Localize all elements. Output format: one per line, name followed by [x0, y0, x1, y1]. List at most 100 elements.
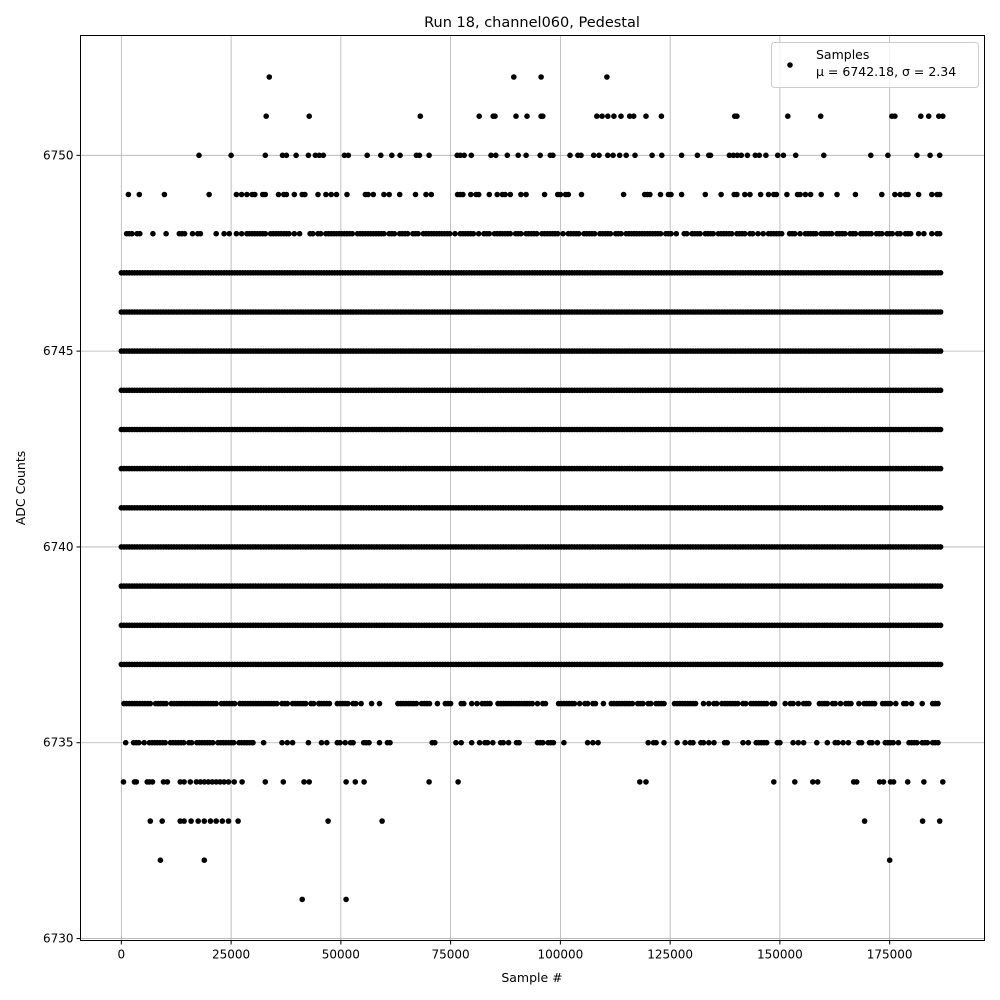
data-point: [643, 779, 649, 785]
data-point: [567, 152, 573, 159]
data-point: [797, 230, 803, 237]
data-point: [560, 230, 566, 237]
data-point: [706, 700, 712, 707]
data-point: [196, 152, 202, 159]
data-point: [710, 230, 716, 237]
data-point: [201, 857, 208, 863]
data-point: [925, 113, 932, 119]
data-point: [742, 230, 748, 237]
data-point: [164, 779, 171, 785]
data-point: [404, 230, 411, 237]
data-point: [125, 191, 132, 198]
data-point: [897, 191, 903, 198]
data-point: [648, 700, 654, 707]
data-point: [937, 309, 944, 315]
data-point: [795, 739, 802, 746]
data-point: [937, 583, 944, 589]
data-point: [342, 739, 349, 746]
data-point: [312, 152, 319, 159]
data-point: [871, 700, 878, 707]
data-point: [778, 230, 785, 237]
data-point: [397, 152, 403, 159]
data-point: [279, 152, 286, 159]
data-point: [876, 779, 883, 785]
data-point: [765, 191, 772, 198]
data-point: [486, 191, 493, 198]
data-point: [231, 779, 237, 785]
data-point: [734, 191, 740, 198]
data-point: [457, 152, 464, 159]
data-point: [225, 818, 232, 824]
data-point: [361, 779, 367, 785]
data-point: [504, 152, 511, 159]
data-point: [806, 700, 812, 707]
data-point: [299, 896, 306, 903]
data-point: [434, 700, 441, 707]
data-point: [918, 113, 924, 119]
data-point: [763, 700, 770, 707]
data-point: [122, 739, 129, 746]
data-point: [937, 348, 944, 354]
x-tick-label: 50000: [322, 948, 360, 962]
data-point: [610, 152, 616, 159]
data-point: [937, 270, 944, 276]
data-point: [260, 739, 267, 746]
data-point: [738, 152, 745, 159]
data-point: [936, 818, 943, 824]
data-point: [879, 191, 885, 198]
data-point: [266, 74, 273, 80]
data-point: [317, 230, 324, 237]
data-point: [576, 700, 583, 707]
data-point: [605, 152, 611, 159]
data-point: [745, 739, 752, 746]
data-point: [306, 779, 313, 785]
data-point: [571, 700, 578, 707]
data-point: [286, 230, 292, 237]
data-point: [936, 113, 942, 119]
data-point: [637, 779, 643, 785]
data-point: [513, 113, 519, 119]
data-point: [505, 739, 512, 746]
data-point: [353, 700, 359, 707]
data-point: [540, 113, 546, 119]
data-point: [734, 152, 741, 159]
data-point: [379, 818, 385, 824]
data-point: [657, 230, 664, 237]
data-point: [391, 230, 398, 237]
data-point: [468, 152, 475, 159]
data-point: [291, 191, 298, 198]
data-point: [763, 739, 770, 746]
data-point: [343, 779, 349, 785]
data-point: [318, 739, 325, 746]
data-point: [807, 191, 814, 198]
data-point: [500, 739, 507, 746]
data-point: [661, 739, 667, 746]
data-point: [180, 739, 187, 746]
data-point: [262, 152, 269, 159]
data-point: [561, 739, 567, 746]
data-point: [484, 739, 491, 746]
data-point: [607, 230, 614, 237]
legend-marker: [787, 62, 793, 68]
data-point: [137, 230, 143, 237]
data-point: [832, 700, 838, 707]
data-point: [515, 152, 521, 159]
data-point: [771, 779, 777, 785]
data-point: [426, 779, 432, 785]
data-point: [344, 191, 350, 198]
y-axis-label: ADC Counts: [13, 451, 28, 526]
data-point: [692, 700, 699, 707]
data-point: [239, 779, 245, 785]
data-point: [713, 700, 720, 707]
data-point: [310, 700, 317, 707]
data-point: [238, 191, 245, 198]
data-point: [283, 152, 290, 159]
data-point: [904, 779, 911, 785]
data-point: [937, 544, 944, 550]
data-point: [856, 700, 862, 707]
data-point: [341, 152, 348, 159]
data-point: [523, 191, 529, 198]
data-point: [231, 700, 238, 707]
data-point: [396, 191, 403, 198]
data-point: [181, 779, 187, 785]
